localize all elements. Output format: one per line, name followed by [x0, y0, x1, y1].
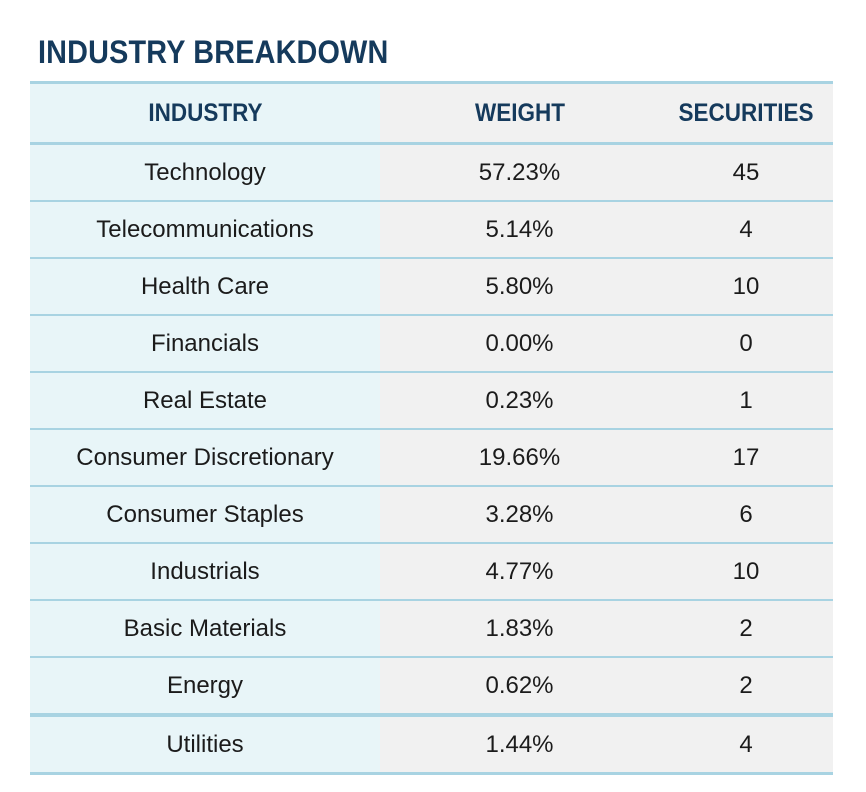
industry-cell: Telecommunications: [30, 202, 380, 257]
securities-cell: 6: [659, 487, 833, 542]
weight-cell: 1.44%: [380, 717, 659, 772]
weight-cell: 5.14%: [380, 202, 659, 257]
table-header-row: INDUSTRY WEIGHT SECURITIES: [30, 84, 833, 145]
industry-cell: Industrials: [30, 544, 380, 599]
securities-cell: 1: [659, 373, 833, 428]
industry-cell: Technology: [30, 145, 380, 200]
industry-cell: Basic Materials: [30, 601, 380, 656]
weight-cell: 57.23%: [380, 145, 659, 200]
securities-cell: 4: [659, 717, 833, 772]
industry-cell: Utilities: [30, 717, 380, 772]
securities-cell: 10: [659, 259, 833, 314]
page-title: INDUSTRY BREAKDOWN: [38, 34, 389, 70]
column-header-weight: WEIGHT: [380, 84, 659, 142]
table-row: Financials 0.00% 0: [30, 316, 833, 373]
weight-cell: 1.83%: [380, 601, 659, 656]
weight-cell: 3.28%: [380, 487, 659, 542]
weight-cell: 0.62%: [380, 658, 659, 713]
column-header-securities: SECURITIES: [659, 84, 833, 142]
securities-cell: 2: [659, 658, 833, 713]
table-row: Consumer Staples 3.28% 6: [30, 487, 833, 544]
table-row: Telecommunications 5.14% 4: [30, 202, 833, 259]
table-row: Consumer Discretionary 19.66% 17: [30, 430, 833, 487]
securities-cell: 0: [659, 316, 833, 371]
table-row: Energy 0.62% 2: [30, 658, 833, 717]
securities-cell: 10: [659, 544, 833, 599]
weight-cell: 0.00%: [380, 316, 659, 371]
table-row: Health Care 5.80% 10: [30, 259, 833, 316]
table-row: Utilities 1.44% 4: [30, 717, 833, 772]
weight-cell: 19.66%: [380, 430, 659, 485]
column-header-weight-label: WEIGHT: [474, 98, 565, 127]
securities-cell: 2: [659, 601, 833, 656]
industry-cell: Consumer Staples: [30, 487, 380, 542]
industry-cell: Energy: [30, 658, 380, 713]
column-header-industry: INDUSTRY: [30, 84, 380, 142]
securities-cell: 45: [659, 145, 833, 200]
securities-cell: 4: [659, 202, 833, 257]
column-header-securities-label: SECURITIES: [678, 98, 814, 127]
table-row: Real Estate 0.23% 1: [30, 373, 833, 430]
column-header-industry-label: INDUSTRY: [147, 98, 263, 127]
weight-cell: 4.77%: [380, 544, 659, 599]
industry-cell: Real Estate: [30, 373, 380, 428]
table-row: Industrials 4.77% 10: [30, 544, 833, 601]
industry-cell: Health Care: [30, 259, 380, 314]
industry-cell: Consumer Discretionary: [30, 430, 380, 485]
weight-cell: 5.80%: [380, 259, 659, 314]
securities-cell: 17: [659, 430, 833, 485]
weight-cell: 0.23%: [380, 373, 659, 428]
table-row: Basic Materials 1.83% 2: [30, 601, 833, 658]
industry-cell: Financials: [30, 316, 380, 371]
industry-breakdown-table: INDUSTRY WEIGHT SECURITIES Technology 57…: [30, 81, 833, 775]
table-row: Technology 57.23% 45: [30, 145, 833, 202]
